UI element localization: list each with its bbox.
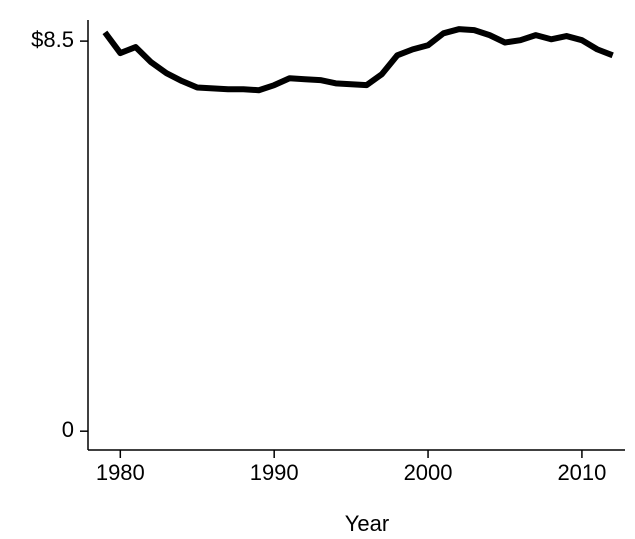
y-tick-label: $8.5 bbox=[31, 27, 74, 52]
data-line bbox=[102, 26, 614, 94]
x-tick-label: 1990 bbox=[250, 460, 299, 485]
x-tick-label: 2010 bbox=[557, 460, 606, 485]
x-tick-label: 2000 bbox=[404, 460, 453, 485]
y-tick-label: 0 bbox=[62, 417, 74, 442]
x-axis-label: Year bbox=[345, 511, 389, 536]
x-tick-label: 1980 bbox=[96, 460, 145, 485]
